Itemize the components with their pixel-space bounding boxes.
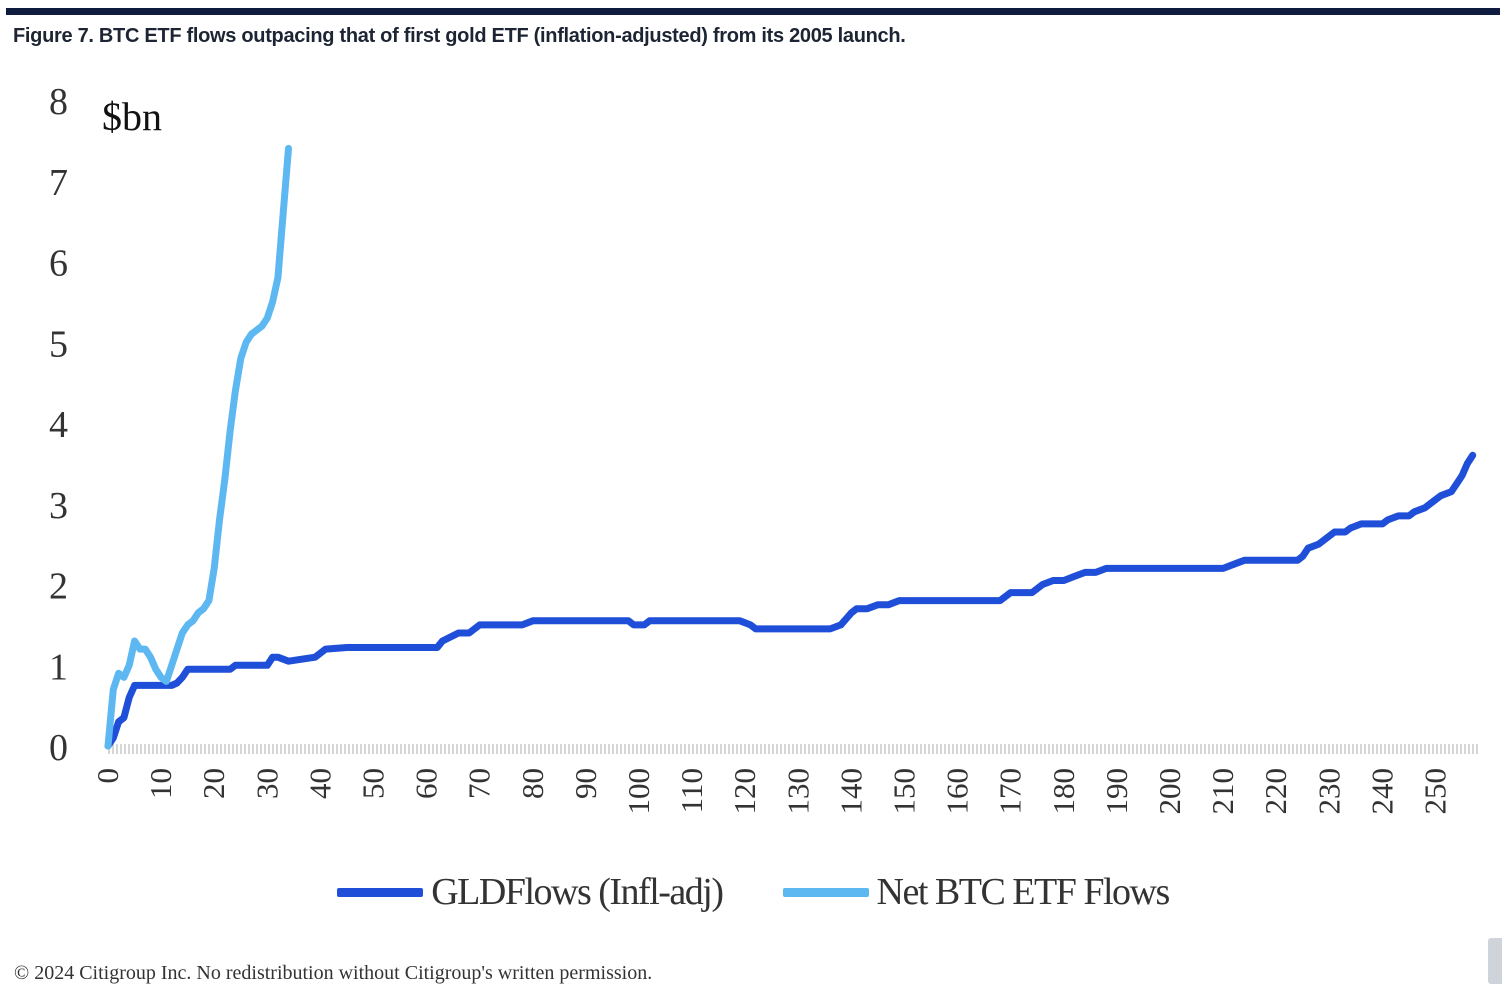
y-tick-label: 0 — [49, 727, 68, 769]
x-tick-label: 220 — [1258, 768, 1293, 815]
y-tick-label: 5 — [49, 323, 68, 365]
legend-item-btc: Net BTC ETF Flows — [782, 870, 1171, 914]
series-lines — [104, 144, 1477, 750]
x-tick-label: 190 — [1099, 768, 1134, 815]
y-tick-label: 7 — [49, 162, 68, 204]
x-tick-label: 60 — [409, 768, 444, 799]
x-tick-label: 140 — [833, 768, 868, 815]
copyright-notice: © 2024 Citigroup Inc. No redistribution … — [14, 962, 653, 984]
y-tick-label: 8 — [49, 81, 68, 123]
legend-item-gld: GLDFlows (Infl-adj) — [337, 870, 724, 914]
x-tick-label: 170 — [993, 768, 1028, 815]
y-tick-label: 1 — [49, 646, 68, 688]
x-tick-label: 210 — [1205, 768, 1240, 815]
figure-title: Figure 7. BTC ETF flows outpacing that o… — [13, 25, 906, 47]
y-unit-label: $bn — [102, 94, 162, 139]
legend-label-gld: GLDFlows (Infl-adj) — [431, 871, 724, 913]
legend-label-btc: Net BTC ETF Flows — [876, 871, 1171, 913]
legend: GLDFlows (Infl-adj) Net BTC ETF Flows — [0, 870, 1506, 914]
chart: 0 1 2 3 4 5 6 7 8 $bn 0 10 20 30 40 50 60 70 80 90 100 110 1… — [49, 81, 1478, 815]
x-tick-label: 150 — [887, 768, 922, 815]
y-tick-label: 4 — [49, 404, 68, 446]
x-tick-label: 160 — [940, 768, 975, 815]
x-tick-label: 200 — [1152, 768, 1187, 815]
x-tick-label: 30 — [249, 768, 284, 799]
x-tick-label: 10 — [143, 768, 178, 799]
x-tick-label: 250 — [1418, 768, 1453, 815]
x-tick-label: 120 — [727, 768, 762, 815]
top-rule — [6, 8, 1500, 15]
x-tick-label: 130 — [780, 768, 815, 815]
series-line-1 — [104, 144, 292, 750]
series-line-0 — [104, 451, 1477, 750]
x-tick-label: 240 — [1364, 768, 1399, 815]
x-tick-label: 100 — [621, 768, 656, 815]
x-tick-label: 90 — [568, 768, 603, 799]
y-tick-label: 2 — [49, 566, 68, 608]
x-tick-label: 0 — [90, 768, 125, 784]
x-tick-label: 80 — [515, 768, 550, 799]
x-tick-label: 20 — [196, 768, 231, 799]
y-axis: 0 1 2 3 4 5 6 7 8 — [49, 81, 68, 769]
legend-swatch-gld — [337, 887, 424, 897]
x-tick-label: 230 — [1311, 768, 1346, 815]
x-tick-label: 180 — [1046, 768, 1081, 815]
x-tick-label: 40 — [302, 768, 337, 799]
corner-mark — [1488, 938, 1502, 984]
x-axis: 0 10 20 30 40 50 60 70 80 90 100 110 120 130 140 150 160… — [90, 768, 1453, 815]
legend-swatch-btc — [782, 887, 869, 897]
x-tick-label: 50 — [356, 768, 391, 799]
x-tick-label: 70 — [462, 768, 497, 799]
y-tick-label: 6 — [49, 243, 68, 285]
x-tick-label: 110 — [674, 768, 709, 813]
y-tick-label: 3 — [49, 485, 68, 527]
